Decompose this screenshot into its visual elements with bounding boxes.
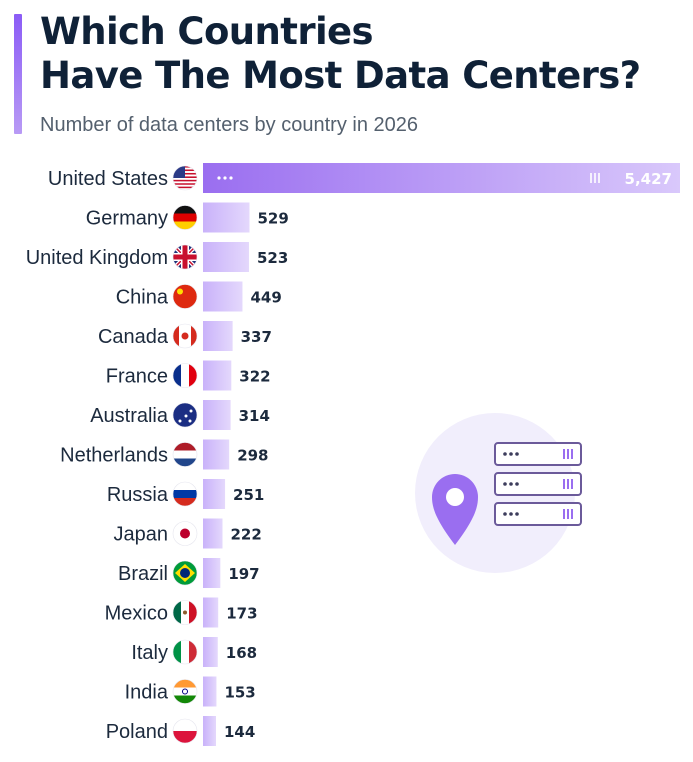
- bar-decoration-slot: [594, 173, 596, 183]
- bar: [203, 321, 233, 351]
- server-unit: [494, 472, 582, 496]
- bar-row: Japan 222: [114, 518, 262, 549]
- category-label: Mexico: [105, 603, 168, 625]
- bar-decoration-slot: [598, 173, 600, 183]
- bar: [203, 360, 232, 391]
- category-label: China: [116, 287, 169, 309]
- category-label: Japan: [114, 524, 169, 546]
- category-label: United Kingdom: [26, 247, 168, 269]
- bar: [203, 242, 249, 272]
- bar-row: India 153: [125, 676, 256, 707]
- bar-row: United States 5,427: [48, 163, 680, 193]
- value-label: 153: [224, 684, 255, 702]
- flag-nl-icon: [172, 442, 198, 467]
- location-pin-icon: [432, 474, 478, 545]
- chart-title: Which Countries Have The Most Data Cente…: [40, 10, 641, 98]
- bar-row: Netherlands 298: [60, 439, 269, 470]
- category-label: United States: [48, 168, 168, 190]
- value-label: 449: [250, 289, 281, 307]
- category-label: Poland: [106, 721, 168, 743]
- chart-title-line-2: Have The Most Data Centers?: [40, 54, 641, 97]
- bar: [203, 202, 250, 233]
- value-label: 144: [224, 723, 255, 741]
- server-unit: [494, 442, 582, 466]
- bar-row: Canada 337: [98, 321, 272, 351]
- category-label: Russia: [107, 484, 169, 506]
- bar: [203, 597, 219, 628]
- bar: [203, 281, 243, 312]
- server-rack-icon: [494, 442, 582, 526]
- bar: [203, 479, 226, 509]
- chart-subtitle: Number of data centers by country in 202…: [40, 114, 418, 136]
- value-label: 222: [231, 526, 262, 544]
- bar-decoration-dot: [217, 176, 221, 180]
- bar-row: United Kingdom 523: [26, 242, 288, 272]
- category-label: Germany: [86, 208, 168, 230]
- category-label: Italy: [131, 642, 168, 664]
- bar: [203, 558, 221, 588]
- chart-title-line-1: Which Countries: [40, 10, 374, 53]
- bar-decoration-slot: [590, 173, 592, 183]
- bar: [203, 163, 680, 193]
- value-label: 5,427: [625, 170, 672, 188]
- category-label: Brazil: [118, 563, 168, 585]
- bar: [203, 637, 218, 667]
- value-label: 173: [226, 605, 257, 623]
- flag-pl-icon: [172, 718, 198, 744]
- bar-row: Brazil 197: [118, 558, 260, 588]
- bar-row: Australia 314: [90, 400, 270, 430]
- category-label: India: [125, 682, 169, 704]
- bar-row: Germany 529: [86, 202, 289, 233]
- flag-au-icon: [172, 402, 198, 428]
- flag-it-icon: [172, 639, 198, 665]
- value-label: 322: [239, 368, 270, 386]
- value-label: 529: [257, 210, 288, 228]
- bar-decoration-dot: [223, 176, 227, 180]
- flag-fr-icon: [172, 363, 198, 388]
- value-label: 251: [233, 486, 264, 504]
- flag-us-icon: [172, 165, 198, 191]
- flag-ru-icon: [172, 481, 198, 507]
- value-label: 168: [226, 644, 257, 662]
- bar: [203, 400, 231, 430]
- flag-de-icon: [172, 205, 198, 230]
- flag-jp-icon: [172, 521, 198, 546]
- category-label: France: [106, 366, 168, 388]
- server-unit: [494, 502, 582, 526]
- bar-row: Italy 168: [131, 637, 257, 667]
- bar-row: China 449: [116, 281, 282, 312]
- flag-ca-icon: [172, 323, 198, 349]
- category-label: Canada: [98, 326, 169, 348]
- bar: [203, 439, 230, 470]
- flag-mx-icon: [172, 600, 198, 625]
- bar-row: Poland 144: [106, 716, 255, 746]
- value-label: 298: [237, 447, 268, 465]
- flag-cn-icon: [172, 284, 198, 309]
- flag-in-icon: [172, 679, 198, 704]
- flag-gb-icon: [172, 244, 198, 270]
- bar: [203, 518, 223, 549]
- bar: [203, 716, 216, 746]
- bar-row: Mexico 173: [105, 597, 258, 628]
- category-label: Australia: [90, 405, 169, 427]
- title-accent-bar: [14, 14, 22, 134]
- flag-br-icon: [172, 560, 198, 586]
- value-label: 197: [228, 565, 259, 583]
- value-label: 314: [239, 407, 270, 425]
- bar-row: France 322: [106, 360, 271, 391]
- value-label: 523: [257, 249, 288, 267]
- bar: [203, 676, 217, 707]
- value-label: 337: [241, 328, 272, 346]
- category-label: Netherlands: [60, 445, 168, 467]
- bar-decoration-dot: [229, 176, 233, 180]
- bar-row: Russia 251: [107, 479, 264, 509]
